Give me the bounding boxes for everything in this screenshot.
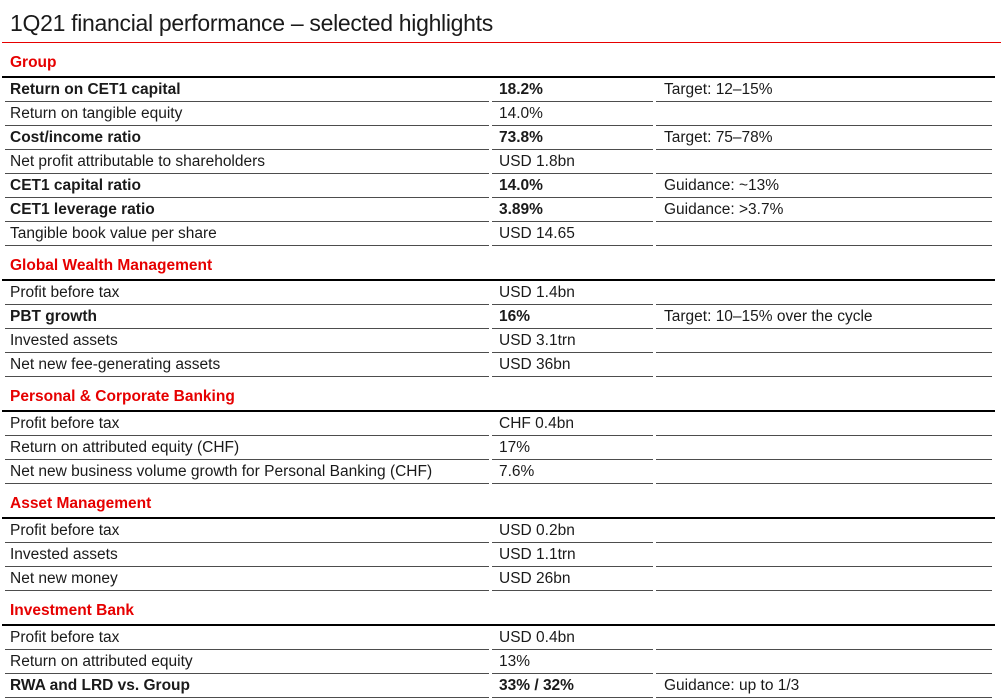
table-row: Return on attributed equity (CHF) 17% [5, 436, 992, 460]
table-row: Profit before tax CHF 0.4bn [5, 412, 992, 436]
table-row: CET1 capital ratio 14.0% Guidance: ~13% [5, 174, 992, 198]
metric-target-note [656, 567, 992, 591]
metric-label: Invested assets [5, 329, 489, 353]
table-row: Return on CET1 capital 18.2% Target: 12–… [5, 78, 992, 102]
section-heading: Group [10, 54, 57, 71]
metric-label: Profit before tax [5, 412, 489, 436]
section: Group Return on CET1 capital 18.2% Targe… [2, 55, 995, 246]
table-row: Net new fee-generating assets USD 36bn [5, 353, 992, 377]
metric-label: Cost/income ratio [5, 126, 489, 150]
metric-value: 14.0% [492, 102, 653, 126]
table-row: Tangible book value per share USD 14.65 [5, 222, 992, 246]
table-row: Invested assets USD 1.1trn [5, 543, 992, 567]
metric-target-note: Guidance: >3.7% [656, 198, 992, 222]
metric-target-note [656, 329, 992, 353]
table-row: RWA and LRD vs. Group 33% / 32% Guidance… [5, 674, 992, 698]
table-row: Cost/income ratio 73.8% Target: 75–78% [5, 126, 992, 150]
metric-target-note: Target: 12–15% [656, 78, 992, 102]
metric-value: USD 1.1trn [492, 543, 653, 567]
metric-value: USD 0.2bn [492, 519, 653, 543]
metric-target-note [656, 460, 992, 484]
metric-label: Net new fee-generating assets [5, 353, 489, 377]
table-row: Profit before tax USD 0.4bn [5, 626, 992, 650]
table-row: Profit before tax USD 1.4bn [5, 281, 992, 305]
metric-target-note [656, 650, 992, 674]
metric-value: CHF 0.4bn [492, 412, 653, 436]
metric-target-note [656, 222, 992, 246]
metric-value: 17% [492, 436, 653, 460]
metric-value: USD 26bn [492, 567, 653, 591]
section-heading: Personal & Corporate Banking [10, 388, 235, 405]
metric-value: USD 3.1trn [492, 329, 653, 353]
kpi-table: Profit before tax CHF 0.4bn Return on at… [2, 410, 995, 484]
metric-target-note [656, 150, 992, 174]
metric-target-note [656, 281, 992, 305]
kpi-table: Profit before tax USD 1.4bn PBT growth 1… [2, 279, 995, 377]
metric-target-note: Target: 75–78% [656, 126, 992, 150]
table-row: Profit before tax USD 0.2bn [5, 519, 992, 543]
metric-label: Net profit attributable to shareholders [5, 150, 489, 174]
metric-label: CET1 leverage ratio [5, 198, 489, 222]
metric-label: Profit before tax [5, 626, 489, 650]
table-row: Net profit attributable to shareholders … [5, 150, 992, 174]
kpi-table: Profit before tax USD 0.2bn Invested ass… [2, 517, 995, 591]
metric-label: Net new business volume growth for Perso… [5, 460, 489, 484]
metric-target-note [656, 436, 992, 460]
title-divider [2, 42, 1001, 43]
table-row: Net new money USD 26bn [5, 567, 992, 591]
metric-label: Invested assets [5, 543, 489, 567]
metric-label: Net new money [5, 567, 489, 591]
metric-target-note: Guidance: up to 1/3 [656, 674, 992, 698]
table-row: Return on attributed equity 13% [5, 650, 992, 674]
metric-target-note [656, 353, 992, 377]
metric-value: 13% [492, 650, 653, 674]
metric-value: USD 1.8bn [492, 150, 653, 174]
metric-target-note [656, 519, 992, 543]
section-heading: Asset Management [10, 495, 152, 512]
section-heading: Investment Bank [10, 602, 135, 619]
kpi-table: Profit before tax USD 0.4bn Return on at… [2, 624, 995, 698]
metric-label: Tangible book value per share [5, 222, 489, 246]
table-row: Invested assets USD 3.1trn [5, 329, 992, 353]
metric-label: Return on tangible equity [5, 102, 489, 126]
metric-value: 33% / 32% [492, 674, 653, 698]
metric-target-note [656, 543, 992, 567]
metric-value: 16% [492, 305, 653, 329]
metric-target-note [656, 412, 992, 436]
table-row: Return on tangible equity 14.0% [5, 102, 992, 126]
section-heading: Global Wealth Management [10, 257, 213, 274]
metric-target-note [656, 626, 992, 650]
metric-value: 18.2% [492, 78, 653, 102]
table-row: PBT growth 16% Target: 10–15% over the c… [5, 305, 992, 329]
table-row: Net new business volume growth for Perso… [5, 460, 992, 484]
metric-label: Profit before tax [5, 281, 489, 305]
metric-label: CET1 capital ratio [5, 174, 489, 198]
metric-value: USD 1.4bn [492, 281, 653, 305]
table-row: CET1 leverage ratio 3.89% Guidance: >3.7… [5, 198, 992, 222]
metric-value: USD 36bn [492, 353, 653, 377]
metric-value: USD 14.65 [492, 222, 653, 246]
metric-value: 73.8% [492, 126, 653, 150]
metric-label: Profit before tax [5, 519, 489, 543]
section: Global Wealth Management Profit before t… [2, 258, 995, 377]
metric-label: Return on attributed equity [5, 650, 489, 674]
sections: Group Return on CET1 capital 18.2% Targe… [2, 55, 995, 698]
section: Investment Bank Profit before tax USD 0.… [2, 603, 995, 698]
metric-target-note: Target: 10–15% over the cycle [656, 305, 992, 329]
metric-label: PBT growth [5, 305, 489, 329]
kpi-table: Return on CET1 capital 18.2% Target: 12–… [2, 76, 995, 246]
metric-label: Return on attributed equity (CHF) [5, 436, 489, 460]
metric-label: RWA and LRD vs. Group [5, 674, 489, 698]
metric-label: Return on CET1 capital [5, 78, 489, 102]
metric-target-note [656, 102, 992, 126]
metric-value: 14.0% [492, 174, 653, 198]
metric-target-note: Guidance: ~13% [656, 174, 992, 198]
metric-value: USD 0.4bn [492, 626, 653, 650]
metric-value: 7.6% [492, 460, 653, 484]
section: Asset Management Profit before tax USD 0… [2, 496, 995, 591]
page-title: 1Q21 financial performance – selected hi… [10, 10, 493, 36]
metric-value: 3.89% [492, 198, 653, 222]
section: Personal & Corporate Banking Profit befo… [2, 389, 995, 484]
